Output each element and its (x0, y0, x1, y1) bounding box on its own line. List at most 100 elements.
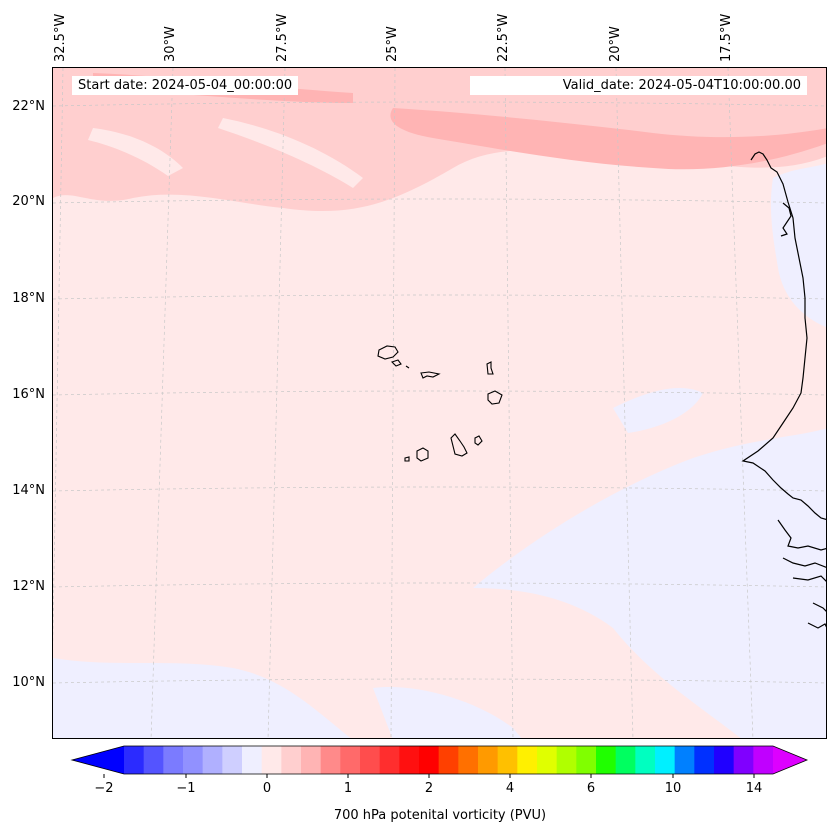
island-maio (474, 435, 483, 446)
lat-label-14: 14°N (12, 483, 45, 498)
colorbar-tick-label: 1 (343, 781, 353, 796)
valid-date-label: Valid_date: 2024-05-04T10:00:00.00 (470, 76, 807, 95)
negative-tint-mid (613, 388, 703, 433)
colorbar-segment (478, 746, 499, 774)
colorbar-segment (556, 746, 577, 774)
colorbar-segment (281, 746, 302, 774)
colorbar-segment (733, 746, 754, 774)
lon-line-30 (150, 68, 174, 738)
island-brava (404, 456, 410, 462)
island-santiago (450, 433, 468, 457)
lon-label-25: 25°W (385, 26, 400, 62)
colorbar-segment (615, 746, 636, 774)
colorbar-segment (537, 746, 558, 774)
colorbar-tick-label: −1 (176, 781, 196, 796)
lon-line-32-5 (53, 68, 64, 648)
colorbar-tick-label: 2 (424, 781, 434, 796)
lon-label-32-5: 32.5°W (53, 13, 68, 62)
colorbar-segment (242, 746, 263, 774)
lat-label-12: 12°N (12, 579, 45, 594)
coast-detail-6 (807, 622, 826, 629)
lat-label-16: 16°N (12, 387, 45, 402)
lat-line-16 (53, 390, 826, 396)
lon-label-27-5: 27.5°W (275, 13, 290, 62)
lon-line-25 (390, 68, 396, 738)
colorbar-segment (714, 746, 735, 774)
coast-detail-1 (780, 202, 792, 237)
coast-detail-5 (812, 602, 826, 612)
lon-label-20: 20°W (608, 26, 623, 62)
lat-line-18 (53, 294, 826, 300)
negative-tint-ne (770, 163, 826, 328)
african-coast (741, 151, 826, 521)
colorbar-segment (753, 746, 774, 774)
colorbar-segment (261, 746, 282, 774)
colorbar-segment (301, 746, 322, 774)
colorbar-segment (360, 746, 381, 774)
island-sao-vicente (390, 359, 402, 367)
colorbar-segment (694, 746, 715, 774)
colorbar-segment (320, 746, 341, 774)
colorbar-segment (143, 746, 164, 774)
coastlines (741, 151, 826, 629)
lon-line-27-5 (267, 68, 286, 738)
colorbar-segment (438, 746, 459, 774)
coast-detail-4 (792, 575, 826, 582)
colorbar-segment (124, 746, 145, 774)
colorbar-segment (163, 746, 184, 774)
colorbar-segment (222, 746, 243, 774)
negative-tint-se (473, 428, 826, 738)
island-sal (486, 361, 494, 375)
lon-label-17-5: 17.5°W (719, 13, 734, 62)
lat-label-22: 22°N (12, 99, 45, 114)
colorbar-tick-label: 14 (745, 781, 763, 796)
lat-line-22 (53, 101, 826, 107)
colorbar-segment (674, 746, 695, 774)
colorbar-segment (596, 746, 617, 774)
colorbar-tick-label: 0 (262, 781, 272, 796)
island-boa-vista (487, 390, 503, 405)
colorbar-tick-label: 10 (664, 781, 682, 796)
colorbar-tick-label: 4 (505, 781, 515, 796)
colorbar-tick-label: −2 (94, 781, 114, 796)
colorbar-title: 700 hPa potenital vorticity (PVU) (333, 808, 547, 823)
colorbar-segment (379, 746, 400, 774)
island-santa-luzia (405, 365, 410, 369)
lat-label-18: 18°N (12, 291, 45, 306)
cape-verde-islands (377, 345, 503, 462)
lon-label-30: 30°W (163, 26, 178, 62)
lon-line-20 (615, 68, 634, 738)
map-canvas (53, 68, 826, 738)
island-sao-nicolau (420, 371, 441, 379)
colorbar-min-extend (72, 746, 124, 774)
island-fogo (416, 447, 429, 462)
negative-tint-sw (53, 658, 351, 738)
light-streak-1 (218, 118, 363, 188)
island-santo-antao (377, 345, 399, 360)
colorbar-segment (419, 746, 440, 774)
colorbar-segment (517, 746, 538, 774)
lat-label-10: 10°N (12, 675, 45, 690)
lon-label-22-5: 22.5°W (496, 13, 511, 62)
colorbar-outline (70, 745, 809, 775)
lat-line-20 (53, 198, 826, 204)
lat-line-14 (53, 486, 826, 492)
negative-tint-south (373, 687, 522, 738)
colorbar-segment (202, 746, 223, 774)
map-panel (52, 67, 827, 739)
start-date-label: Start date: 2024-05-04_00:00:00 (72, 76, 299, 95)
coast-detail-3 (782, 557, 826, 568)
coast-detail-2 (777, 519, 826, 551)
colorbar-segment (183, 746, 204, 774)
graticule (53, 68, 826, 738)
colorbar-segment (458, 746, 479, 774)
pink-band-north (53, 68, 826, 212)
lon-line-17-5 (727, 68, 754, 738)
colorbar-tick-label: 6 (586, 781, 596, 796)
deep-pink-streak-1 (390, 108, 826, 170)
colorbar-segment (340, 746, 361, 774)
colorbar-segment (497, 746, 518, 774)
colorbar-max-extend (773, 746, 807, 774)
colorbar-segment (635, 746, 656, 774)
colorbar-segment (399, 746, 420, 774)
